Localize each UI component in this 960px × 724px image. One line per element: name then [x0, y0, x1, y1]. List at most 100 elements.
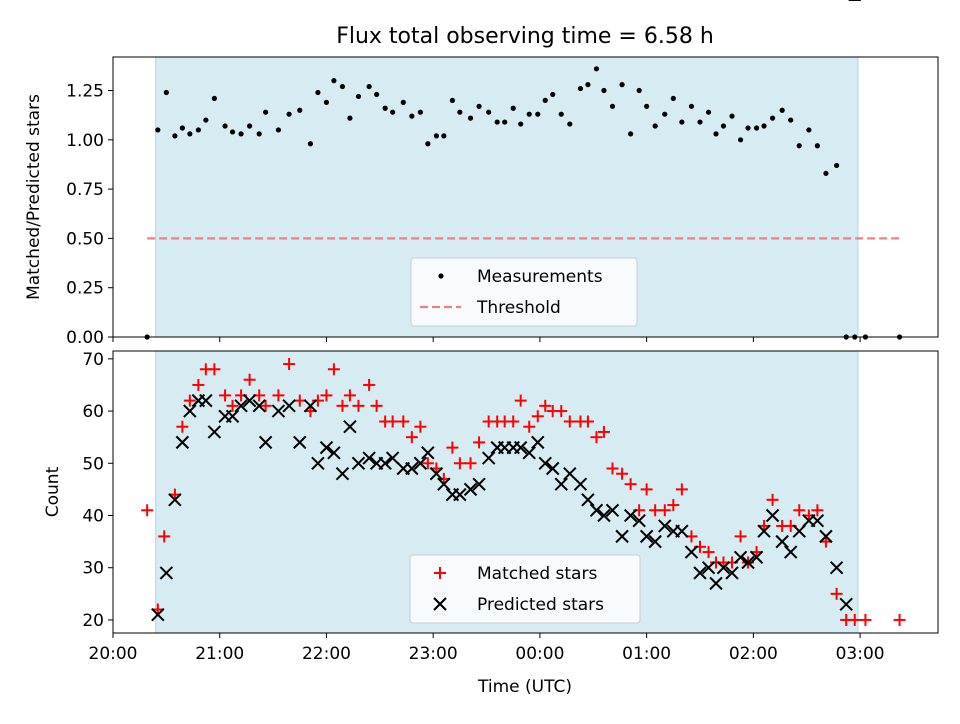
predicted-star-point [258, 435, 273, 450]
predicted-star-point [546, 461, 560, 476]
predicted-star-point [207, 425, 222, 439]
top-panel: 0.00 0.25 0.50 0.75 1.00 1.25 Flux total obse… [24, 24, 939, 348]
measurement-point [331, 78, 337, 84]
matched-star-point [766, 493, 779, 506]
measurement-point [834, 162, 840, 169]
predicted-star-point [684, 545, 699, 559]
predicted-star-point [775, 534, 789, 549]
measurement-point [713, 131, 719, 137]
legend-measurements-label: Measurements [477, 267, 603, 287]
top-y-tick-label: 1.00 [66, 131, 104, 151]
predicted-star-point [378, 456, 392, 470]
predicted-star-point [472, 477, 486, 491]
bottom-axes-frame [112, 350, 939, 634]
predicted-star-point [385, 451, 400, 465]
measurement-point [628, 131, 634, 137]
predicted-x-b [605, 503, 620, 517]
measurement-point [457, 109, 463, 115]
predicted-x-b [453, 487, 467, 502]
measurement-point [729, 113, 735, 119]
matched-star-point [464, 457, 477, 470]
matched-star-point [859, 613, 872, 626]
predicted-star-point [225, 409, 240, 423]
matched-star-point [606, 462, 619, 475]
predicted-x-b [819, 529, 833, 544]
predicted-x-b [757, 524, 771, 538]
legend-predicted-label: Predicted stars [477, 595, 604, 615]
measurement-point [652, 123, 658, 129]
top-y-tick-label: 1.25 [66, 82, 104, 102]
predicted-x-b [378, 456, 392, 470]
predicted-star-point [648, 534, 662, 549]
predicted-star-point [701, 561, 716, 575]
predicted-star-point [513, 440, 528, 455]
predicted-x-b [159, 566, 174, 580]
matched-star-point [397, 415, 410, 428]
measurement-point [720, 123, 727, 129]
bottom-x-axis-label: Time (UTC) [477, 677, 572, 697]
measurement-point [400, 99, 406, 105]
predicted-star-point [151, 608, 165, 622]
measurement-point [179, 125, 185, 131]
matched-star-point [293, 394, 306, 407]
predicted-x-b [175, 435, 190, 450]
matched-star-point [141, 504, 154, 517]
matched-star-point [473, 436, 486, 449]
matched-star-point [734, 530, 747, 543]
predicted-x-b [151, 608, 165, 622]
predicted-star-point [311, 456, 325, 470]
predicted-star-point [242, 393, 257, 408]
predicted-star-point [413, 456, 428, 470]
top-y-tick-label: 0.50 [66, 229, 104, 249]
predicted-x-b [675, 524, 689, 538]
measurement-point [585, 82, 591, 88]
predicted-star-point [554, 477, 568, 491]
predicted-x-b [319, 440, 334, 455]
predicted-x-b [207, 425, 222, 439]
matched-star-point [370, 399, 383, 412]
measurement-point [502, 119, 508, 125]
measurement-point [779, 107, 785, 113]
predicted-x-b [573, 477, 588, 491]
bottom-y-tick-label: 40 [82, 507, 104, 527]
measurement-point [195, 127, 201, 133]
predicted-star-point [405, 461, 419, 476]
predicted-star-point [632, 514, 646, 528]
bottom-y-axis-label: Count [43, 466, 63, 517]
measurement-point [247, 123, 253, 129]
matched-star-point [658, 504, 671, 517]
predicted-star-point [199, 393, 213, 408]
matched-star-point [446, 441, 459, 454]
measurement-point [433, 133, 439, 139]
predicted-x-b [234, 399, 248, 413]
predicted-star-point [453, 487, 467, 502]
measurement-point [737, 137, 744, 143]
matched-star-point [158, 530, 171, 543]
predicted-x-b [829, 561, 844, 575]
predicted-x-b [623, 508, 638, 523]
predicted-x-b [242, 393, 257, 408]
predicted-x-b [648, 534, 662, 549]
predicted-star-point [829, 561, 844, 575]
matched-star-point [259, 399, 272, 412]
predicted-x-b [343, 420, 357, 434]
predicted-x-b [563, 467, 577, 481]
matched-star-point [563, 415, 576, 428]
measurement-point [339, 83, 346, 90]
predicted-x-b [258, 435, 273, 450]
predicted-x-b [293, 435, 307, 450]
predicted-star-point [597, 508, 611, 523]
top-y-tick-label: 0.00 [66, 328, 104, 348]
measurement-point [814, 143, 820, 149]
predicted-x-b [775, 534, 789, 549]
matched-star-point [343, 389, 356, 402]
measurement-point [670, 95, 676, 102]
measurement-point [753, 125, 760, 131]
matched-star-point [243, 373, 256, 386]
measurement-point [238, 131, 244, 137]
predicted-x-b [199, 393, 213, 408]
predicted-star-point [282, 399, 296, 413]
measurement-point [526, 111, 532, 117]
measurement-point [390, 109, 396, 115]
